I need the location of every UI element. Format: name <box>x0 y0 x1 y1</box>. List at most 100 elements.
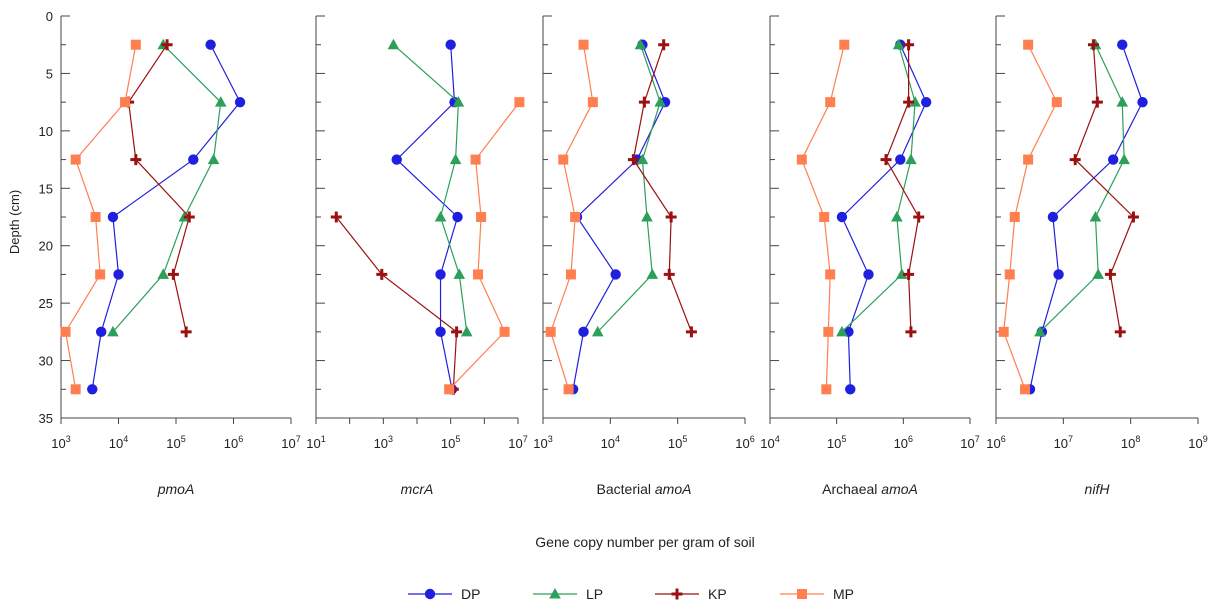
series-dp-panel-4 <box>836 39 932 395</box>
series-line <box>572 44 666 390</box>
data-point <box>183 211 195 223</box>
data-point <box>891 211 903 222</box>
series-kp-panel-2 <box>330 211 463 395</box>
x-tick-label: 107 <box>281 434 300 451</box>
data-point <box>905 326 917 338</box>
x-tick-label: 104 <box>109 434 128 451</box>
x-tick-label: 103 <box>533 434 552 451</box>
data-point <box>1009 212 1020 222</box>
data-point <box>107 211 119 223</box>
panel-title: nifH <box>1085 481 1111 497</box>
data-point <box>909 96 921 107</box>
data-point <box>95 269 106 280</box>
series-line <box>1074 44 1135 332</box>
data-point <box>863 269 874 280</box>
legend: DP LP KP MP <box>408 586 854 602</box>
x-tick-label: 106 <box>894 434 913 451</box>
data-point <box>836 211 848 223</box>
x-tick-label: 103 <box>51 434 70 451</box>
x-tick-label: 105 <box>166 434 185 451</box>
series-lp-panel-5 <box>1034 38 1130 337</box>
data-point <box>473 269 484 280</box>
data-point <box>896 268 908 279</box>
y-tick-label: 0 <box>46 9 53 24</box>
data-point <box>95 326 107 338</box>
data-point <box>514 97 525 108</box>
data-point <box>998 326 1009 337</box>
data-point <box>591 325 604 337</box>
data-point <box>545 326 556 337</box>
data-point <box>638 96 650 108</box>
series-line <box>395 44 459 390</box>
x-tick-label: 108 <box>1121 434 1140 451</box>
data-point <box>188 154 199 165</box>
data-point <box>578 39 589 50</box>
data-point <box>565 269 576 280</box>
data-point <box>563 384 574 395</box>
data-point <box>825 97 836 108</box>
data-point <box>1117 39 1128 50</box>
x-tick-label: 105 <box>668 434 687 451</box>
data-point <box>1034 325 1046 337</box>
data-point <box>1116 96 1129 107</box>
series-lp-panel-1 <box>107 38 227 337</box>
data-point <box>167 268 179 280</box>
panel-title: Bacterial amoA <box>597 481 692 497</box>
x-tick-label: 106 <box>986 434 1005 451</box>
x-axis-label: Gene copy number per gram of soil <box>535 534 754 550</box>
data-point <box>435 269 446 280</box>
data-point <box>460 325 473 337</box>
series-dp-panel-1 <box>87 39 246 395</box>
data-point <box>845 384 856 395</box>
data-point <box>627 154 639 166</box>
data-point <box>1118 153 1130 165</box>
data-point <box>207 153 220 165</box>
data-point <box>157 268 170 279</box>
series-lp-panel-2 <box>387 38 473 337</box>
data-point <box>641 211 653 222</box>
data-point <box>470 154 481 165</box>
legend-label: DP <box>461 586 480 602</box>
data-point <box>587 97 598 108</box>
data-point <box>1091 96 1103 108</box>
data-point <box>330 211 342 223</box>
data-point <box>1107 154 1119 165</box>
data-point <box>70 384 81 395</box>
y-tick-label: 5 <box>46 66 53 81</box>
data-point <box>1023 154 1034 165</box>
data-point <box>1004 269 1015 280</box>
panel-3: 103 104 105 106 Bacterial amoA <box>533 15 755 497</box>
series-line <box>335 216 458 390</box>
data-point <box>685 326 697 338</box>
series-line <box>128 44 190 332</box>
data-point <box>610 269 621 280</box>
data-point <box>451 326 463 338</box>
legend-label: LP <box>586 586 603 602</box>
series-mp-panel-4 <box>796 39 850 395</box>
data-point <box>654 96 666 107</box>
legend-marker <box>549 588 561 599</box>
data-point <box>634 38 647 50</box>
series-lp-panel-3 <box>591 38 666 337</box>
data-point <box>892 38 905 50</box>
series-kp-panel-5 <box>1069 39 1139 338</box>
series-mp-panel-3 <box>545 39 598 395</box>
data-point <box>452 211 463 223</box>
data-point <box>903 96 915 108</box>
data-point <box>1092 268 1105 279</box>
panel-title: mcrA <box>401 481 434 497</box>
data-point <box>113 269 124 280</box>
x-tick-label: 105 <box>441 434 460 451</box>
data-point <box>920 96 932 108</box>
series-mp-panel-2 <box>444 97 525 395</box>
data-point <box>570 212 581 222</box>
series-dp-panel-2 <box>391 39 463 395</box>
x-tick-label: 109 <box>1188 434 1207 451</box>
x-tick-label: 107 <box>1054 434 1073 451</box>
series-line <box>1039 44 1125 333</box>
series-kp-panel-3 <box>627 39 697 338</box>
legend-label: MP <box>833 586 854 602</box>
y-axis-label: Depth (cm) <box>7 190 22 254</box>
data-point <box>903 39 915 51</box>
